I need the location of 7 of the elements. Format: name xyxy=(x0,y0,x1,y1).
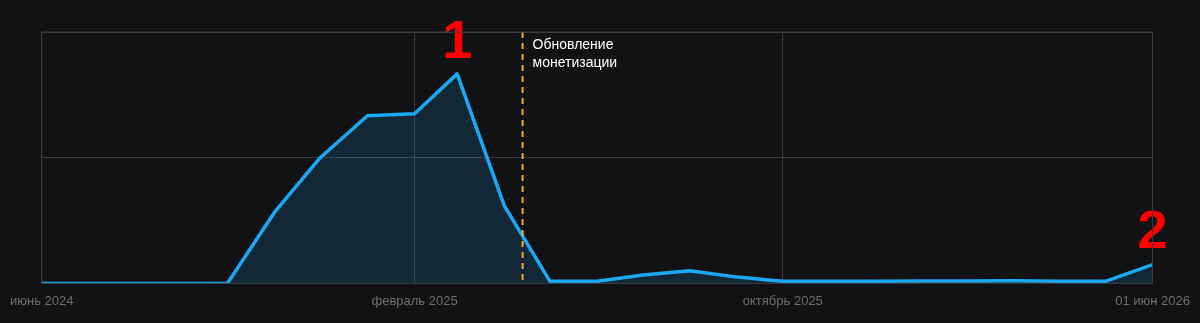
x-tick-label: октябрь 2025 xyxy=(742,292,823,308)
annotation: 1 xyxy=(442,8,473,69)
x-tick-label: 01 июн 2026 xyxy=(1115,292,1190,308)
x-tick-label: февраль 2025 xyxy=(371,292,458,308)
ref-line-label: Обновление монетизации xyxy=(532,35,618,70)
x-tick-label: июнь 2024 xyxy=(10,292,74,308)
annotation: 2 xyxy=(1137,199,1168,260)
